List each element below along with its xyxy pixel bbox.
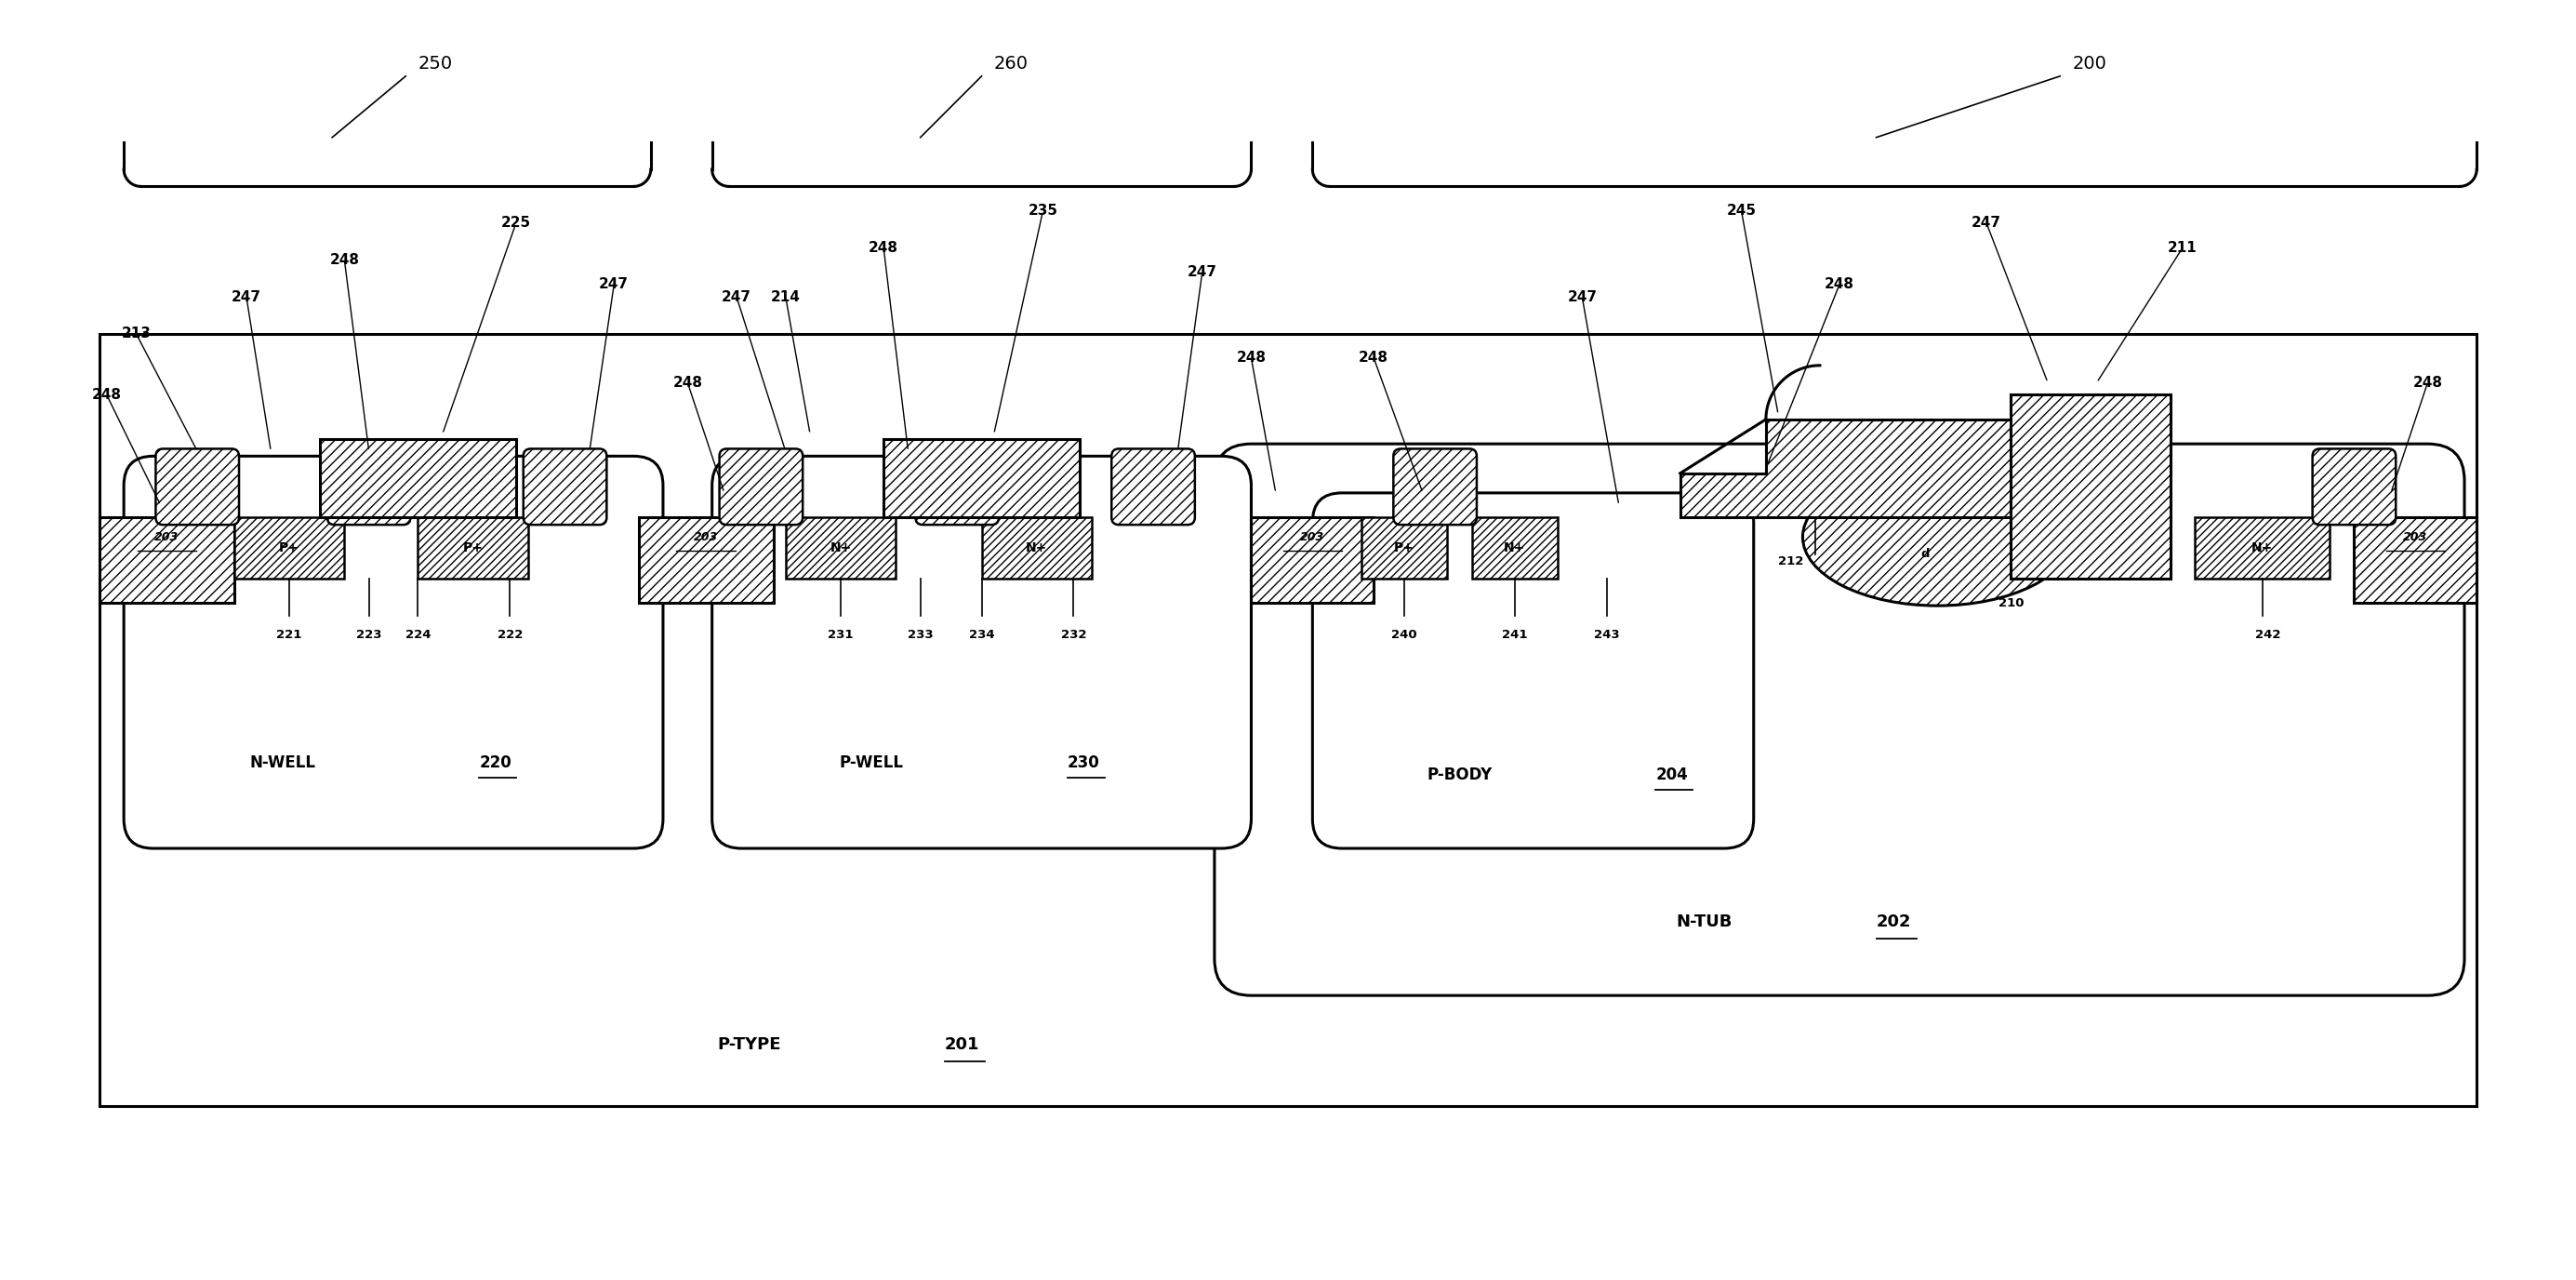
FancyBboxPatch shape — [523, 449, 608, 525]
Bar — [2012, 394, 2172, 579]
Text: P+: P+ — [464, 541, 484, 554]
Text: 203: 203 — [1301, 531, 1324, 543]
Bar — [2195, 517, 2329, 579]
Text: 240: 240 — [1391, 628, 1417, 641]
Text: 223: 223 — [355, 628, 381, 641]
FancyBboxPatch shape — [1394, 449, 1476, 525]
Text: P+: P+ — [1394, 541, 1414, 554]
Text: 248: 248 — [93, 388, 121, 402]
Text: 234: 234 — [969, 628, 994, 641]
Text: P-WELL: P-WELL — [840, 754, 904, 771]
Text: 213: 213 — [121, 326, 152, 340]
Text: N+: N+ — [1025, 541, 1048, 554]
Text: 232: 232 — [1061, 628, 1087, 641]
Bar — [1252, 517, 1373, 603]
Text: N-WELL: N-WELL — [250, 754, 317, 771]
Text: 242: 242 — [2257, 628, 2282, 641]
Text: 224: 224 — [404, 628, 430, 641]
Polygon shape — [1680, 420, 2012, 517]
FancyBboxPatch shape — [719, 449, 804, 525]
Text: 202: 202 — [1875, 914, 1911, 931]
Text: 201: 201 — [945, 1036, 979, 1053]
Text: 248: 248 — [1236, 351, 1267, 365]
Text: 214: 214 — [770, 289, 801, 303]
Bar — [100, 517, 234, 603]
Text: 248: 248 — [2414, 375, 2442, 389]
Text: 222: 222 — [497, 628, 523, 641]
Bar — [884, 439, 1079, 517]
FancyBboxPatch shape — [2313, 449, 2396, 525]
Text: 243: 243 — [1595, 628, 1620, 641]
FancyBboxPatch shape — [914, 449, 999, 525]
Text: 248: 248 — [1360, 351, 1388, 365]
Bar — [981, 517, 1092, 579]
Text: 248: 248 — [672, 375, 703, 389]
Text: 247: 247 — [721, 289, 752, 303]
Bar — [2354, 517, 2476, 603]
Bar — [100, 334, 2476, 1106]
FancyBboxPatch shape — [711, 456, 1252, 849]
Text: 247: 247 — [1188, 265, 1216, 279]
Bar — [417, 517, 528, 579]
Bar — [319, 439, 515, 517]
FancyBboxPatch shape — [1314, 493, 1754, 849]
FancyBboxPatch shape — [124, 456, 662, 849]
Ellipse shape — [1803, 468, 2071, 605]
Text: 247: 247 — [600, 278, 629, 292]
Text: 211: 211 — [2169, 241, 2197, 255]
Text: 225: 225 — [500, 216, 531, 230]
Text: 231: 231 — [827, 628, 853, 641]
Bar — [234, 517, 345, 579]
FancyBboxPatch shape — [155, 449, 240, 525]
Text: 235: 235 — [1028, 204, 1059, 218]
Bar — [639, 517, 773, 603]
Text: 248: 248 — [868, 241, 899, 255]
Text: 210: 210 — [1999, 598, 2025, 609]
Text: 233: 233 — [907, 628, 933, 641]
Text: 247: 247 — [1971, 216, 2002, 230]
Text: N+: N+ — [829, 541, 853, 554]
Text: 221: 221 — [276, 628, 301, 641]
Text: 245: 245 — [1726, 204, 1757, 218]
Text: 248: 248 — [330, 253, 358, 268]
Bar — [786, 517, 896, 579]
Text: 247: 247 — [232, 289, 260, 303]
Text: 220: 220 — [479, 754, 513, 771]
Text: N-TUB: N-TUB — [1677, 914, 1734, 931]
Text: 203: 203 — [2403, 531, 2427, 543]
Bar — [1363, 517, 1448, 579]
Text: 250: 250 — [417, 55, 453, 73]
Text: 230: 230 — [1066, 754, 1100, 771]
Text: P-TYPE: P-TYPE — [716, 1036, 781, 1053]
Text: 203: 203 — [155, 531, 178, 543]
Text: 204: 204 — [1656, 767, 1687, 783]
Text: 260: 260 — [994, 55, 1028, 73]
Text: 203: 203 — [693, 531, 719, 543]
Text: P+: P+ — [278, 541, 299, 554]
Text: d: d — [1922, 548, 1929, 561]
FancyBboxPatch shape — [327, 449, 410, 525]
FancyBboxPatch shape — [1110, 449, 1195, 525]
FancyBboxPatch shape — [1213, 444, 2465, 996]
Text: N+: N+ — [2251, 541, 2272, 554]
Text: 241: 241 — [1502, 628, 1528, 641]
Text: 212: 212 — [1777, 556, 1803, 567]
Text: 248: 248 — [1824, 278, 1855, 292]
Bar — [1471, 517, 1558, 579]
Text: P-BODY: P-BODY — [1427, 767, 1492, 783]
Text: 200: 200 — [2071, 55, 2107, 73]
Text: 247: 247 — [1566, 289, 1597, 303]
Text: N+: N+ — [1504, 541, 1525, 554]
